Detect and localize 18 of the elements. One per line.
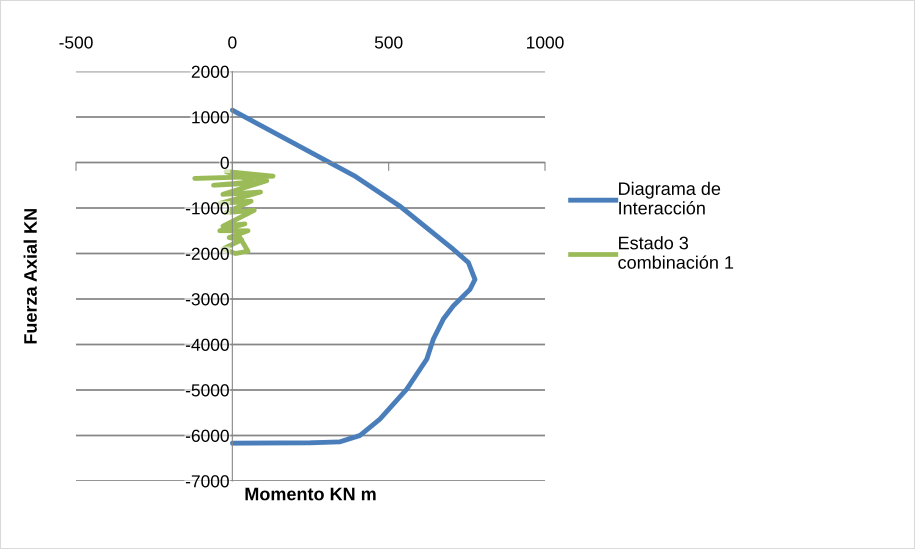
x-tick-label: 500 bbox=[374, 36, 402, 49]
y-axis-title: Fuerza Axial KN bbox=[24, 209, 37, 344]
y-tick-label: -2000 bbox=[186, 248, 229, 260]
legend-label: Estado 3 combinación 1 bbox=[618, 236, 734, 269]
y-tick-label: -1000 bbox=[186, 202, 229, 214]
y-tick-label: 1000 bbox=[192, 111, 229, 124]
legend-label: Diagrama de Interacción bbox=[619, 182, 720, 215]
x-axis-title: Momento KN m bbox=[246, 488, 376, 500]
line-series bbox=[230, 108, 478, 446]
x-tick-label: 1000 bbox=[527, 36, 564, 49]
y-tick-label: -6000 bbox=[186, 430, 229, 442]
y-tick-label: -4000 bbox=[186, 338, 229, 351]
y-tick-label: 2000 bbox=[192, 66, 229, 78]
y-tick-label: -3000 bbox=[186, 293, 229, 306]
y-tick-label: -7000 bbox=[186, 475, 229, 488]
y-tick-label: 0 bbox=[220, 156, 229, 169]
x-tick-label: -500 bbox=[59, 36, 93, 49]
y-tick-label: -5000 bbox=[186, 384, 229, 396]
